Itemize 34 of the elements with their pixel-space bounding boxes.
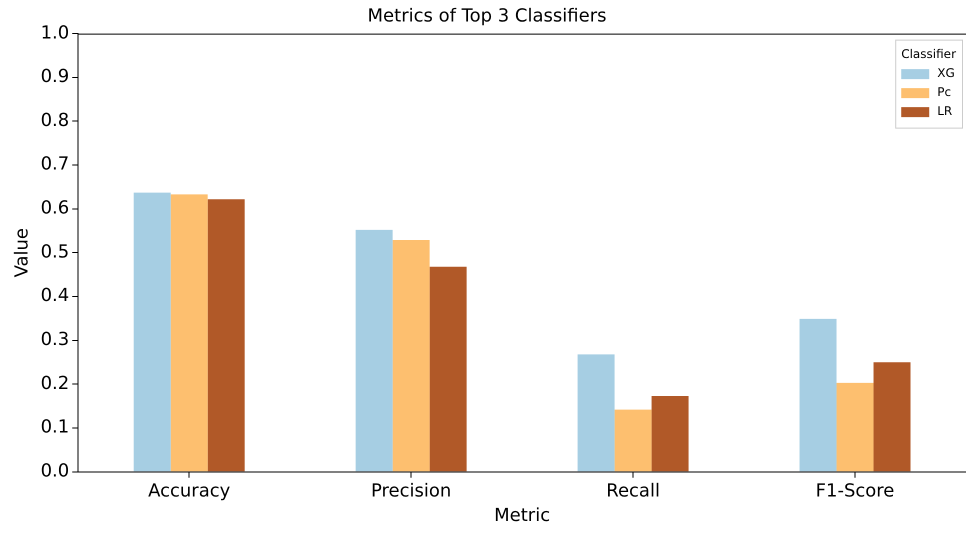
bar [836,382,874,472]
x-tick-label: Precision [370,480,452,502]
x-axis-title: Metric [494,504,550,526]
bar [652,396,689,472]
x-tick-label: Accuracy [148,480,231,502]
y-tick-label: 0.2 [40,372,70,394]
y-tick-label: 0.7 [40,154,70,175]
y-tick-label: 0.1 [40,416,70,438]
y-tick-label: 0.0 [40,460,70,482]
bar [170,194,208,472]
y-tick-label: 0.8 [40,110,70,131]
y-tick-label: 1.0 [40,22,70,44]
x-tick-label: F1-Score [816,480,894,502]
bar [392,240,430,472]
bar [614,410,652,472]
y-tick-label: 0.5 [40,241,70,262]
legend-label: LR [937,104,952,118]
legend-label: Pc [937,85,952,100]
y-tick-label: 0.4 [40,285,70,306]
y-tick-label: 0.6 [40,198,70,219]
bar [134,192,171,472]
legend-label: XG [937,66,955,80]
bar [800,318,837,472]
chart-title: Metrics of Top 3 Classifiers [368,5,606,26]
bar [578,354,615,472]
x-tick-label: Recall [606,480,660,502]
bar [874,362,911,472]
y-tick-label: 0.3 [40,329,70,350]
y-axis-title: Value [11,228,32,278]
y-tick-label: 0.9 [40,66,70,88]
bar [430,266,467,472]
bar [208,199,245,472]
bar [356,230,393,472]
legend-title: Classifier [901,47,956,62]
